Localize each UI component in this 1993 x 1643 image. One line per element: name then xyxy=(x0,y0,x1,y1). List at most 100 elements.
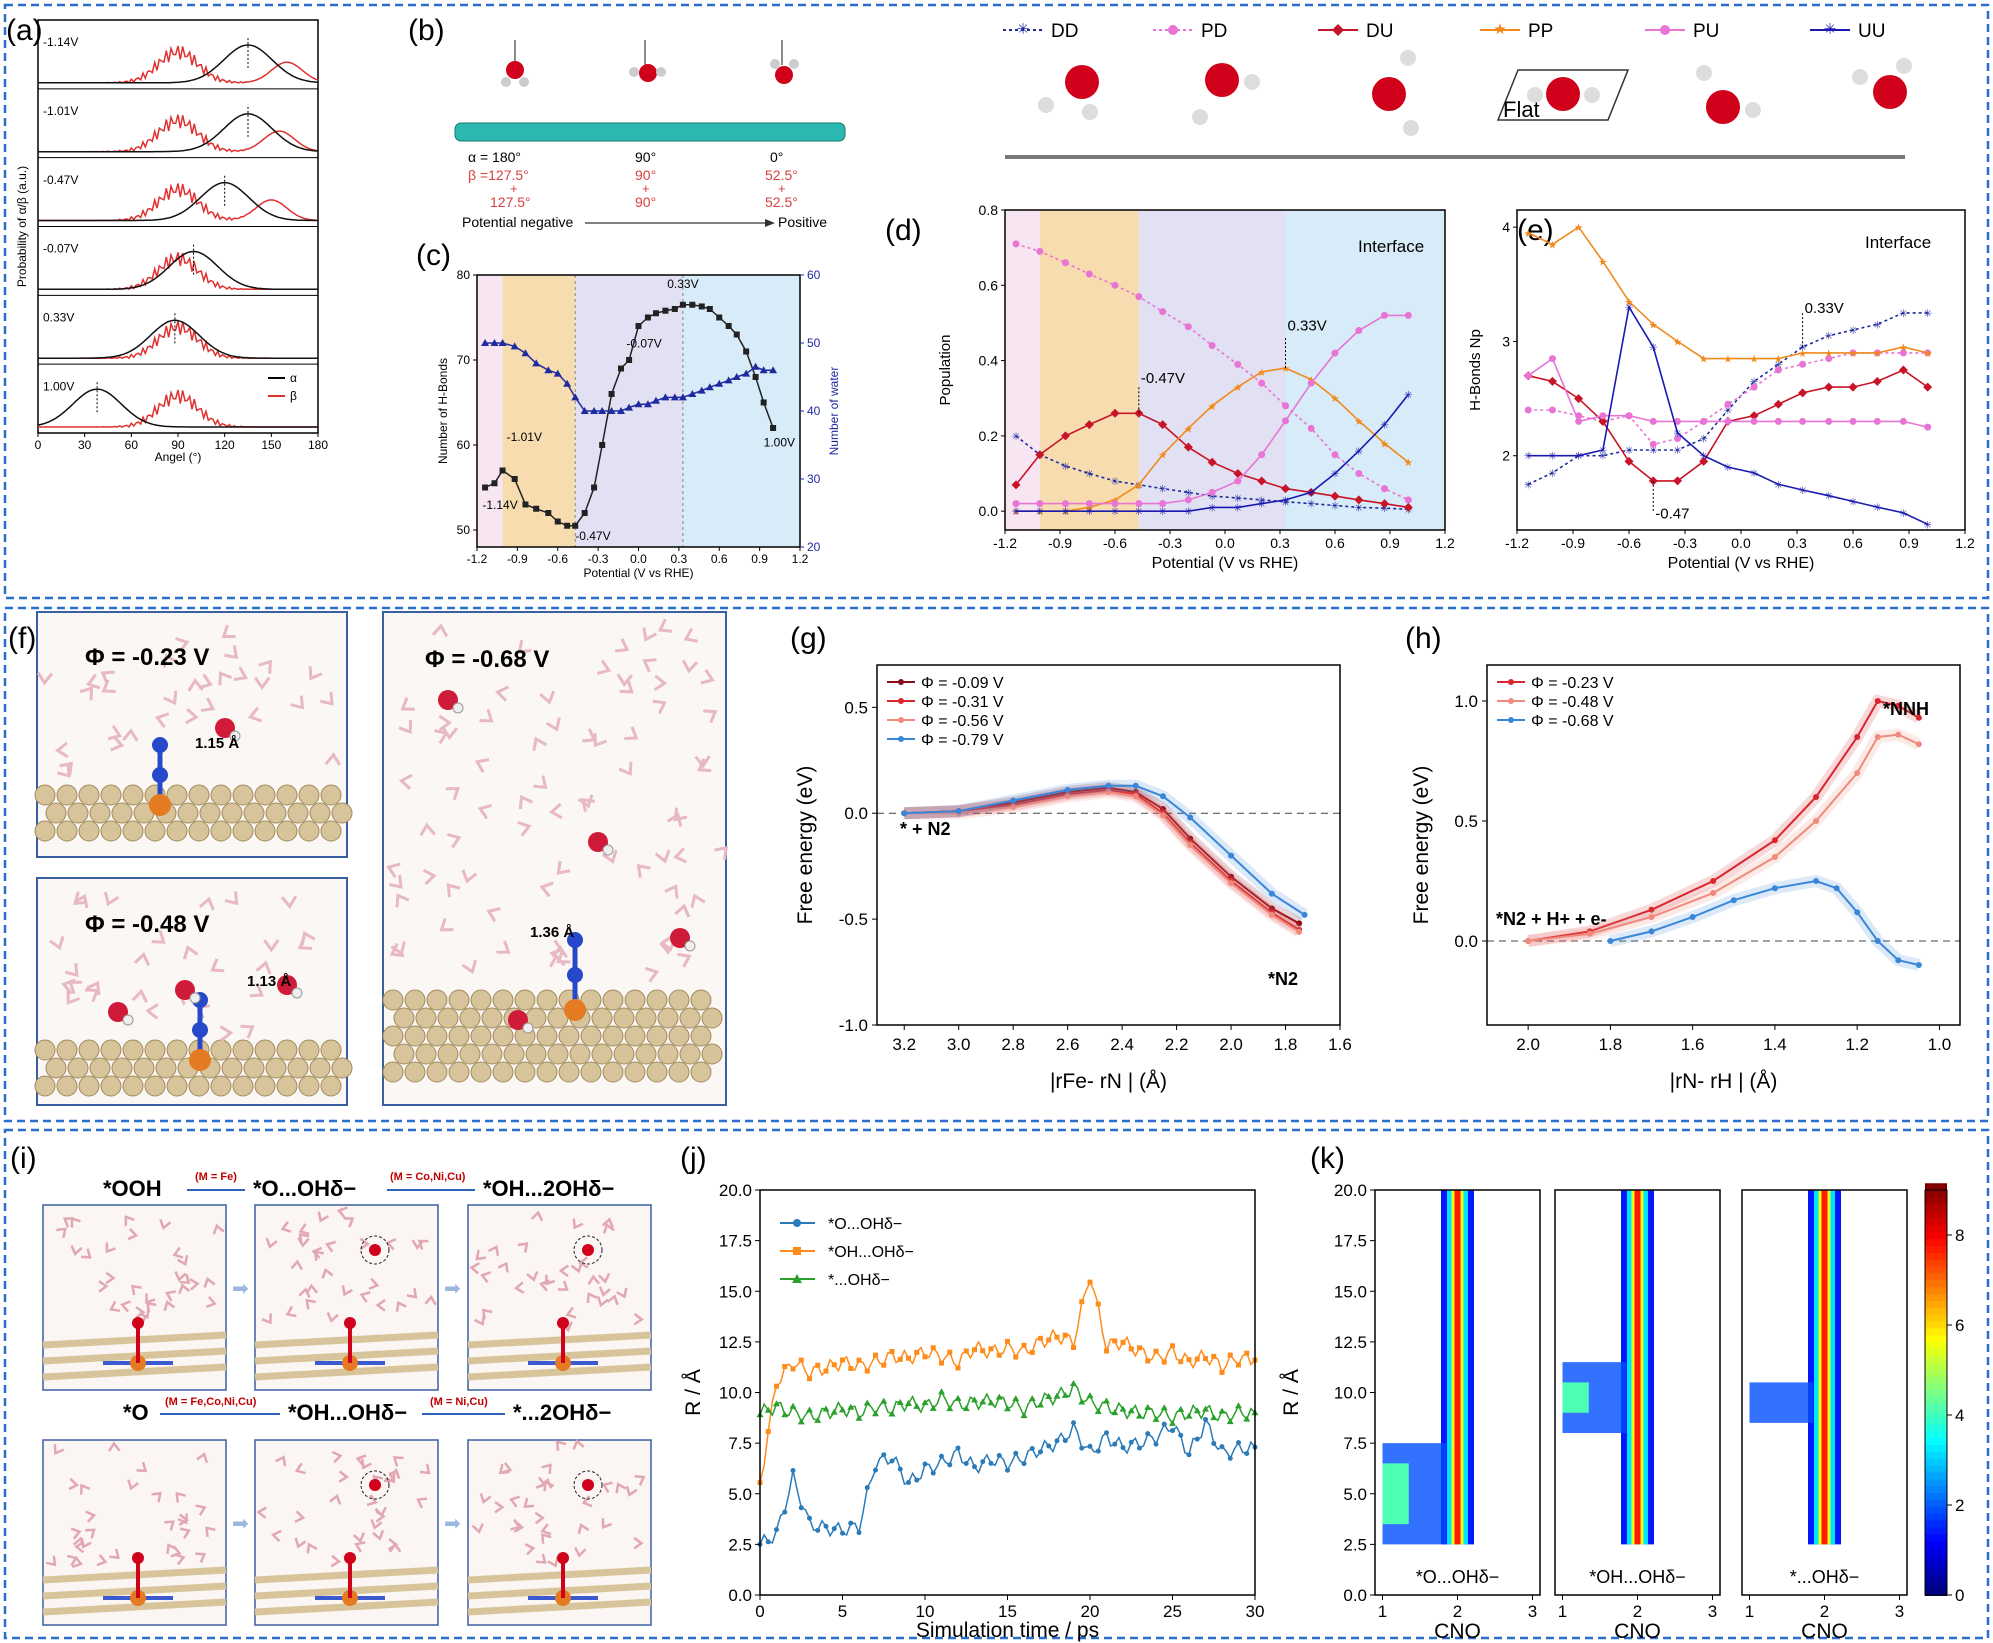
hbond-point xyxy=(635,323,642,329)
water-point xyxy=(724,376,733,384)
series-line xyxy=(759,1382,1256,1426)
carbon-atom xyxy=(426,1025,448,1047)
water-stick xyxy=(240,1024,255,1039)
point-DD: ✳ xyxy=(1281,497,1290,509)
annotation-047: -0.47 xyxy=(1655,506,1689,523)
legend-label-UU: UU xyxy=(1858,21,1885,42)
point-UU: ✳ xyxy=(1923,519,1932,531)
data-point xyxy=(823,1523,829,1529)
step-arrow: ➡ xyxy=(232,1278,249,1300)
water-stick xyxy=(305,1283,319,1295)
panel-label-c: (c) xyxy=(416,239,451,272)
data-point xyxy=(1145,1358,1151,1364)
carbon-atom xyxy=(265,1057,287,1079)
data-point xyxy=(1170,1343,1175,1349)
water-stick xyxy=(253,676,271,691)
carbon-atom xyxy=(320,1075,342,1097)
carbon-atom xyxy=(166,1075,188,1097)
point-PP: ★ xyxy=(1598,256,1608,268)
water-stick xyxy=(615,1482,627,1494)
hbond-point xyxy=(662,307,669,314)
data-point xyxy=(914,1349,920,1355)
water-molecule-2 xyxy=(629,40,666,82)
oh-highlight xyxy=(360,1470,390,1500)
water-stick xyxy=(518,794,534,810)
panel-e-hbonds-np-chart: ✳✳✳ ✳ ✳ ✳ ✳✳✳✳✳✳✳ ✳ ✳✳ ✳★★★★★★★★ ★ ★ ★ ★ ★ ★ ★ ★ ★✳ ✳ ✳ ✳✳✳… xyxy=(1467,209,1975,572)
data-point xyxy=(939,1453,944,1459)
point-DD: ✳ xyxy=(1380,503,1389,515)
water-stick xyxy=(133,951,151,967)
row-potential-label: -1.01V xyxy=(43,104,78,118)
data-point xyxy=(1071,1344,1076,1350)
carbon-atom xyxy=(78,820,100,842)
point-DU xyxy=(1872,376,1882,386)
hydrogen-atom xyxy=(291,987,303,999)
water-stick xyxy=(419,822,436,837)
water-stick xyxy=(275,1455,287,1467)
point-DD: ✳ xyxy=(1354,502,1363,514)
water-stick xyxy=(417,1239,429,1250)
point-DD: ✳ xyxy=(1750,376,1759,388)
water-stick xyxy=(187,678,204,692)
carbon-atom xyxy=(298,1039,320,1061)
x-axis-label: Simulation time / ps xyxy=(916,1619,1099,1642)
point-DD: ✳ xyxy=(1307,499,1316,511)
point-UU: ✳ xyxy=(1699,451,1708,463)
x-tick-label: 0.0 xyxy=(1731,535,1751,551)
water-stick xyxy=(570,1262,583,1274)
colorbar-step xyxy=(1925,1210,1947,1219)
point-UU: ✳ xyxy=(1085,506,1094,518)
water-stick xyxy=(674,903,691,918)
data-point xyxy=(848,1520,854,1526)
carbon-atom xyxy=(287,1057,309,1079)
carbon-atom xyxy=(668,989,690,1011)
data-point xyxy=(1607,938,1614,944)
data-point xyxy=(1689,914,1696,920)
water-stick xyxy=(354,1541,366,1553)
hydrogen-atom xyxy=(602,844,614,856)
alpha-180: α = 180° xyxy=(468,149,521,165)
y-tick-label: 2 xyxy=(1502,448,1510,464)
series-line-UU xyxy=(1528,304,1929,526)
oxygen-atom xyxy=(508,1010,528,1030)
carbon-atom xyxy=(298,1075,320,1097)
data-point xyxy=(1296,928,1303,935)
water-stick xyxy=(138,1308,150,1320)
y2-tick-label: 40 xyxy=(807,404,821,418)
alpha-0: 0° xyxy=(770,149,783,165)
data-point xyxy=(1136,1412,1143,1419)
data-point xyxy=(1127,1407,1135,1414)
data-point xyxy=(1046,1337,1052,1343)
carbon-atom xyxy=(547,1043,569,1065)
point-PU xyxy=(1849,417,1857,425)
oxygen-atom xyxy=(438,690,458,710)
data-point xyxy=(905,1399,912,1406)
nitrogen-atom xyxy=(192,1022,208,1038)
water-stick xyxy=(120,1300,131,1313)
data-point xyxy=(971,1396,978,1403)
data-point xyxy=(1202,1405,1209,1412)
beta-3: 52.5° xyxy=(765,167,798,183)
colorbar-step xyxy=(1925,1430,1947,1439)
water-stick xyxy=(497,1261,509,1273)
legend-label-DU: DU xyxy=(1366,21,1393,42)
data-point xyxy=(1112,1441,1118,1447)
hbond-point xyxy=(626,357,633,363)
data-point xyxy=(929,1404,937,1411)
annotation-033: 0.33V xyxy=(1805,300,1844,317)
panel-f-md-snapshots: Φ = -0.23 V Φ = -0.48 V Φ = -0.68 V 1.15… xyxy=(34,611,729,1106)
point-PD xyxy=(1258,379,1266,387)
y-axis-label: R / Å xyxy=(1280,1369,1303,1416)
point-PD xyxy=(1036,247,1044,255)
point-UU: ✳ xyxy=(1111,506,1120,518)
carbon-layer xyxy=(254,1363,439,1381)
colorbar-step xyxy=(1925,1334,1947,1343)
water-point xyxy=(759,366,768,374)
water-stick xyxy=(135,1306,146,1319)
water-stick xyxy=(70,1216,81,1228)
water-stick xyxy=(256,1506,267,1519)
colorbar-step xyxy=(1925,1492,1947,1500)
y2-tick-label: 30 xyxy=(807,472,821,486)
water-stick xyxy=(395,893,410,908)
point-DU xyxy=(1574,394,1584,404)
